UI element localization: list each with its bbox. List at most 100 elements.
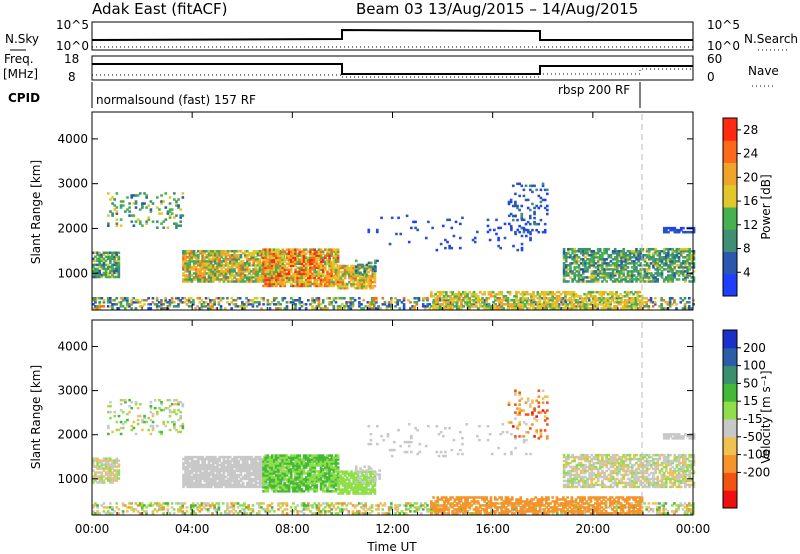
echo-cell xyxy=(588,258,591,261)
echo-cell xyxy=(126,297,129,300)
echo-cell xyxy=(216,270,219,273)
echo-cell xyxy=(528,188,532,192)
echo-cell xyxy=(626,262,630,265)
echo-cell xyxy=(658,272,662,275)
echo-cell xyxy=(300,256,304,259)
echo-cell xyxy=(363,267,367,271)
echo-cell xyxy=(201,268,204,271)
echo-cell xyxy=(590,254,594,257)
echo-cell xyxy=(686,270,689,273)
echo-cell xyxy=(194,479,198,483)
echo-cell xyxy=(98,263,102,267)
echo-cell xyxy=(451,297,454,300)
echo-cell xyxy=(341,280,345,284)
echo-cell xyxy=(106,461,110,464)
echo-cell xyxy=(226,297,229,300)
echo-cell xyxy=(464,303,467,306)
echo-cell xyxy=(613,274,617,277)
echo-cell xyxy=(457,292,461,296)
echo-cell xyxy=(277,252,280,255)
echo-cell xyxy=(592,264,596,267)
echo-cell xyxy=(349,303,353,306)
echo-cell xyxy=(605,280,608,283)
echo-cell xyxy=(686,276,689,279)
echo-cell xyxy=(434,299,438,302)
echo-cell xyxy=(254,249,258,253)
echo-cell xyxy=(493,297,497,300)
echo-cell xyxy=(575,249,579,253)
echo-cell xyxy=(413,297,417,300)
colorbar-tick-label: 12 xyxy=(743,218,758,232)
echo-cell xyxy=(328,262,331,266)
echo-cell xyxy=(128,305,131,308)
echo-cell xyxy=(282,467,285,471)
echo-cell xyxy=(628,258,632,261)
echo-cell xyxy=(573,251,577,255)
echo-cell xyxy=(237,485,241,489)
echo-cell xyxy=(634,297,638,300)
echo-cell xyxy=(607,272,611,275)
echo-cell xyxy=(268,262,272,266)
echo-cell xyxy=(579,249,583,253)
echo-cell xyxy=(324,305,327,308)
echo-cell xyxy=(681,307,685,310)
echo-cell xyxy=(92,269,95,273)
echo-cell xyxy=(336,282,340,286)
echo-cell xyxy=(559,292,563,296)
echo-cell xyxy=(330,252,334,255)
echo-cell xyxy=(345,266,349,270)
echo-cell xyxy=(525,299,529,302)
echo-cell xyxy=(239,276,243,279)
echo-cell xyxy=(334,268,338,272)
echo-cell xyxy=(222,467,226,471)
echo-cell xyxy=(673,301,676,304)
echo-cell xyxy=(617,294,621,298)
echo-cell xyxy=(592,256,596,259)
echo-cell xyxy=(179,216,183,219)
echo-cell xyxy=(468,307,472,310)
echo-cell xyxy=(256,260,260,263)
echo-cell xyxy=(324,276,327,280)
echo-cell xyxy=(662,262,666,265)
echo-cell xyxy=(375,301,378,304)
echo-cell xyxy=(203,270,207,273)
echo-cell xyxy=(557,290,561,294)
echo-cell xyxy=(241,280,245,283)
colorbar-tick-label: 8 xyxy=(743,242,751,256)
echo-cell xyxy=(281,280,285,284)
colorbar-swatch xyxy=(723,140,737,163)
echo-cell xyxy=(186,262,190,265)
echo-cell xyxy=(645,272,649,275)
echo-cell xyxy=(177,430,180,434)
echo-cell xyxy=(300,252,304,255)
echo-cell xyxy=(586,249,589,253)
echo-cell xyxy=(517,303,520,306)
echo-cell xyxy=(211,276,215,279)
echo-cell xyxy=(647,256,651,259)
echo-cell xyxy=(647,278,651,281)
echo-cell xyxy=(179,416,183,420)
echo-cell xyxy=(324,256,327,259)
echo-cell xyxy=(302,248,306,251)
echo-cell xyxy=(598,299,601,302)
echo-cell xyxy=(432,305,435,308)
echo-cell xyxy=(389,297,393,300)
echo-cell xyxy=(635,262,638,265)
echo-cell xyxy=(564,266,568,269)
echo-cell xyxy=(633,278,636,281)
echo-cell xyxy=(525,292,529,296)
echo-cell xyxy=(332,297,336,300)
echo-cell xyxy=(604,307,608,310)
echo-cell xyxy=(321,272,325,276)
echo-cell xyxy=(632,301,635,304)
echo-cell xyxy=(218,469,221,473)
echo-cell xyxy=(268,248,272,251)
echo-cell xyxy=(186,485,190,489)
echo-cell xyxy=(360,282,364,286)
echo-cell xyxy=(272,274,276,278)
echo-cell xyxy=(609,297,612,300)
echo-cell xyxy=(262,276,265,280)
echo-cell xyxy=(549,305,552,308)
echo-cell xyxy=(275,258,278,261)
